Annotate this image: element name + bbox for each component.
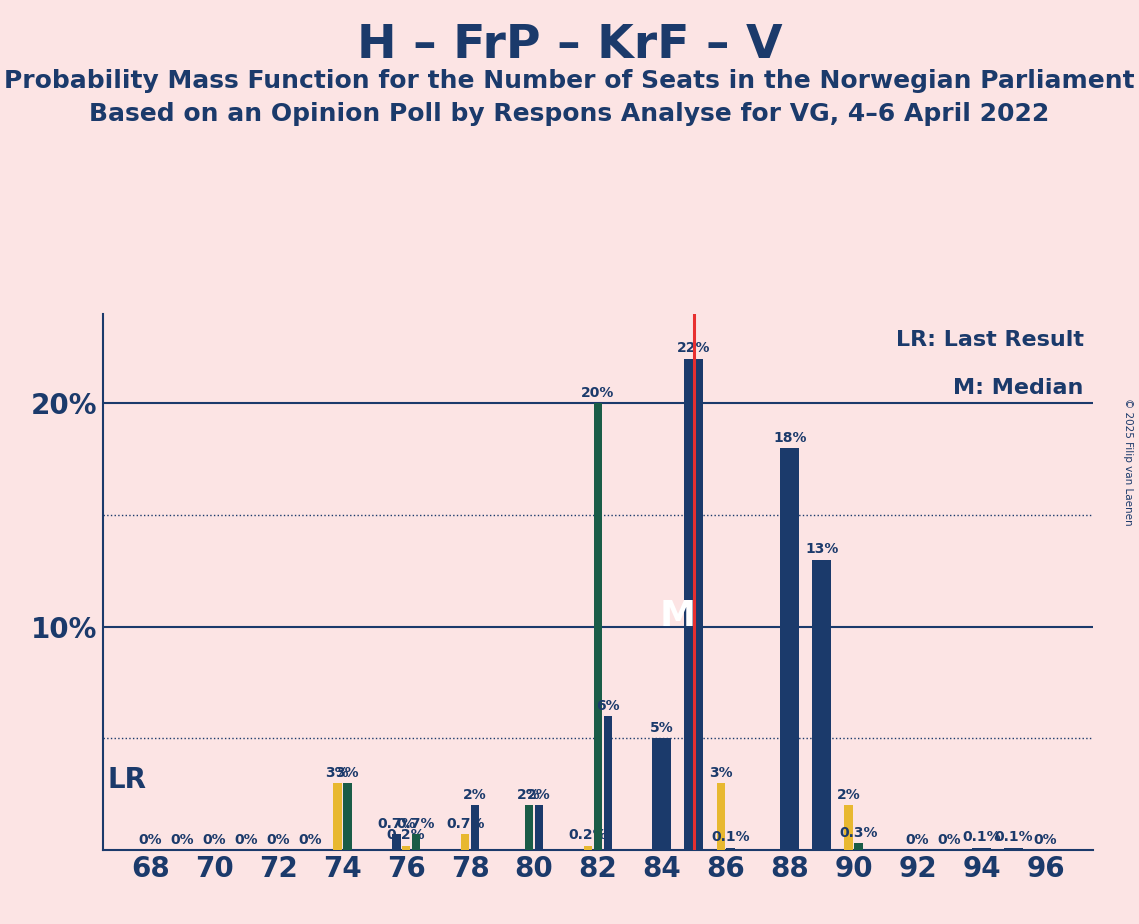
- Text: M: Median: M: Median: [953, 379, 1083, 398]
- Text: 0%: 0%: [267, 833, 290, 846]
- Text: 0%: 0%: [906, 833, 929, 846]
- Bar: [844, 806, 853, 850]
- Bar: [727, 848, 735, 850]
- Text: 0%: 0%: [937, 833, 961, 846]
- Bar: [525, 806, 533, 850]
- Text: 0%: 0%: [203, 833, 227, 846]
- Text: 18%: 18%: [773, 431, 806, 444]
- Bar: [812, 560, 831, 850]
- Bar: [1003, 848, 1023, 850]
- Text: 2%: 2%: [837, 788, 861, 802]
- Text: 6%: 6%: [596, 699, 620, 712]
- Bar: [716, 784, 726, 850]
- Text: 20%: 20%: [581, 386, 615, 400]
- Text: 3%: 3%: [710, 766, 732, 780]
- Text: © 2025 Filip van Laenen: © 2025 Filip van Laenen: [1123, 398, 1133, 526]
- Bar: [972, 848, 991, 850]
- Bar: [604, 716, 612, 850]
- Bar: [584, 845, 592, 850]
- Text: 2%: 2%: [527, 788, 551, 802]
- Bar: [470, 806, 480, 850]
- Text: H – FrP – KrF – V: H – FrP – KrF – V: [357, 23, 782, 68]
- Text: 2%: 2%: [464, 788, 487, 802]
- Text: Based on an Opinion Poll by Respons Analyse for VG, 4–6 April 2022: Based on an Opinion Poll by Respons Anal…: [89, 102, 1050, 126]
- Text: 0.1%: 0.1%: [994, 831, 1033, 845]
- Text: 0.2%: 0.2%: [387, 828, 426, 843]
- Text: 5%: 5%: [650, 721, 674, 736]
- Text: 0.1%: 0.1%: [962, 831, 1001, 845]
- Text: 0%: 0%: [139, 833, 162, 846]
- Text: LR: Last Result: LR: Last Result: [895, 330, 1083, 350]
- Bar: [333, 784, 342, 850]
- Bar: [392, 834, 401, 850]
- Text: 3%: 3%: [326, 766, 350, 780]
- Text: 0%: 0%: [235, 833, 259, 846]
- Text: 3%: 3%: [335, 766, 359, 780]
- Text: 0%: 0%: [298, 833, 322, 846]
- Bar: [685, 359, 704, 850]
- Text: M: M: [659, 599, 696, 633]
- Bar: [780, 448, 800, 850]
- Bar: [854, 844, 863, 850]
- Text: 0%: 0%: [171, 833, 195, 846]
- Text: 0%: 0%: [1034, 833, 1057, 846]
- Bar: [653, 738, 672, 850]
- Bar: [461, 834, 469, 850]
- Text: 0.2%: 0.2%: [568, 828, 607, 843]
- Text: 0.3%: 0.3%: [839, 826, 878, 840]
- Bar: [343, 784, 352, 850]
- Text: 0.7%: 0.7%: [377, 817, 416, 831]
- Bar: [593, 404, 603, 850]
- Text: 13%: 13%: [805, 542, 838, 556]
- Text: 0.1%: 0.1%: [712, 831, 751, 845]
- Bar: [534, 806, 543, 850]
- Text: 2%: 2%: [517, 788, 541, 802]
- Text: 0.7%: 0.7%: [445, 817, 484, 831]
- Text: 22%: 22%: [677, 342, 711, 356]
- Bar: [412, 834, 420, 850]
- Bar: [402, 845, 410, 850]
- Text: Probability Mass Function for the Number of Seats in the Norwegian Parliament: Probability Mass Function for the Number…: [5, 69, 1134, 93]
- Text: 0.7%: 0.7%: [396, 817, 435, 831]
- Text: LR: LR: [107, 766, 147, 795]
